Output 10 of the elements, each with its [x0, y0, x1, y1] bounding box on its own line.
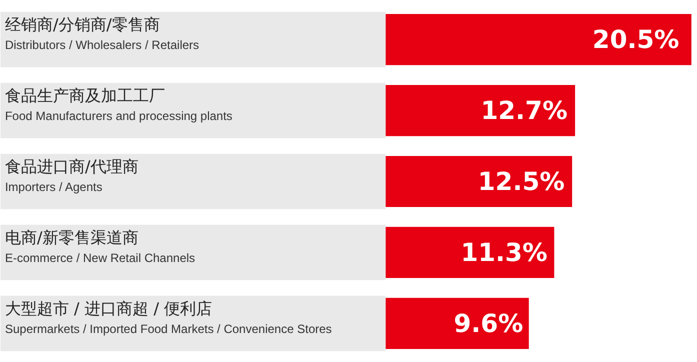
y-tick-label: 电商/新零售渠道商 E-commerce / New Retail Channels [4, 228, 196, 266]
y-tick-label: 大型超市 / 进口商超 / 便利店 Supermarkets / Imported Food Markets / Convenience Stores [4, 298, 332, 336]
data-label: 11.3% [460, 238, 548, 267]
y-tick-label: 食品进口商/代理商 Importers / Agents [4, 156, 138, 194]
data-label: 12.5% [478, 167, 565, 196]
data-label: 12.7% [480, 96, 568, 126]
data-label: 9.6% [454, 308, 524, 338]
y-tick-label: 食品生产商及加工工厂 Food Manufacturers and processing plants [4, 86, 232, 124]
data-label: 20.5% [592, 25, 680, 54]
y-tick-label: 经销商/分销商/零售商 Distributors / Wholesalers / Retailers [4, 14, 200, 52]
